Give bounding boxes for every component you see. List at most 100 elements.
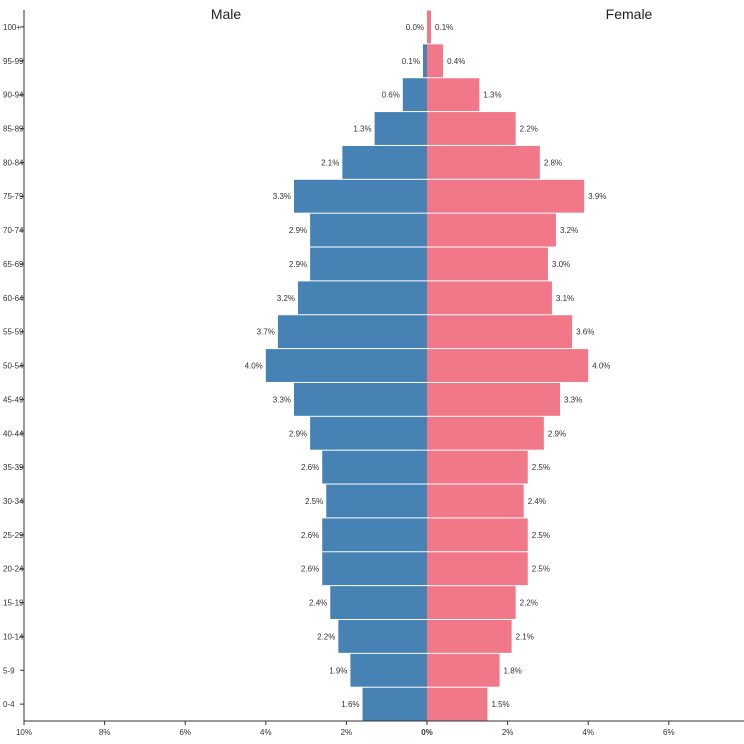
x-tick-label: 2% xyxy=(341,728,353,737)
x-tick-label: 6% xyxy=(663,728,675,737)
female-value-label: 2.4% xyxy=(528,497,546,506)
male-value-label: 2.2% xyxy=(317,632,335,641)
age-group-label: 40-44 xyxy=(3,429,24,438)
female-bar-90-94 xyxy=(427,78,480,112)
age-group-label: 5-9 xyxy=(3,666,15,675)
male-bar-10-14 xyxy=(338,619,427,653)
male-bar-35-39 xyxy=(322,450,427,484)
age-group-label: 75-79 xyxy=(3,192,24,201)
male-bar-45-49 xyxy=(294,382,427,416)
age-group-label: 70-74 xyxy=(3,226,24,235)
male-value-label: 2.1% xyxy=(321,158,339,167)
male-bar-30-34 xyxy=(326,484,427,518)
female-bar-5-9 xyxy=(427,653,500,687)
male-bar-95-99 xyxy=(422,44,427,78)
age-group-label: 25-29 xyxy=(3,531,24,540)
male-bar-70-74 xyxy=(310,213,427,247)
female-bar-60-64 xyxy=(427,281,552,315)
x-tick-label: 6% xyxy=(179,728,191,737)
age-group-label: 100+ xyxy=(3,23,21,32)
age-group-label: 35-39 xyxy=(3,463,24,472)
female-value-label: 3.6% xyxy=(576,328,594,337)
male-bar-25-29 xyxy=(322,518,427,552)
male-value-label: 1.3% xyxy=(353,125,371,134)
x-axis: 10% 8% 6% 4% 2% 0% 2% 4% 6% xyxy=(16,720,744,737)
age-group-label: 20-24 xyxy=(3,565,24,574)
male-value-label: 2.9% xyxy=(289,429,307,438)
female-value-label: 2.9% xyxy=(548,429,566,438)
x-tick-label: 2% xyxy=(502,728,514,737)
male-value-label: 2.6% xyxy=(301,531,319,540)
female-value-label: 3.2% xyxy=(560,226,578,235)
female-value-label: 2.2% xyxy=(520,599,538,608)
female-bar-25-29 xyxy=(427,518,528,552)
male-bar-50-54 xyxy=(265,349,427,382)
age-group-label: 95-99 xyxy=(3,57,24,66)
female-value-label: 2.1% xyxy=(516,632,534,641)
female-bar-20-24 xyxy=(427,552,528,586)
age-group-label: 10-14 xyxy=(3,632,24,641)
age-group-label: 80-84 xyxy=(3,158,24,167)
age-group-label: 90-94 xyxy=(3,91,24,100)
female-bar-80-84 xyxy=(427,145,540,179)
female-value-label: 0.4% xyxy=(447,57,465,66)
male-value-label: 2.6% xyxy=(301,565,319,574)
female-bar-0-4 xyxy=(427,687,488,721)
age-group-label: 0-4 xyxy=(3,700,15,709)
female-bar-85-89 xyxy=(427,112,516,145)
male-header: Male xyxy=(211,6,242,22)
male-value-label: 3.2% xyxy=(277,294,295,303)
bars xyxy=(265,10,589,721)
male-value-label: 1.9% xyxy=(329,666,347,675)
male-bar-80-84 xyxy=(342,145,427,179)
female-value-label: 2.5% xyxy=(532,565,550,574)
female-value-label: 2.2% xyxy=(520,125,538,134)
female-value-label: 1.3% xyxy=(483,91,501,100)
female-bar-100+ xyxy=(427,10,432,44)
female-bar-40-44 xyxy=(427,416,544,450)
age-group-label: 65-69 xyxy=(3,260,24,269)
male-bar-0-4 xyxy=(362,687,427,721)
male-value-label: 0.6% xyxy=(382,91,400,100)
female-value-label: 2.5% xyxy=(532,531,550,540)
male-value-label: 0.1% xyxy=(402,57,420,66)
male-bar-40-44 xyxy=(310,416,427,450)
female-bar-65-69 xyxy=(427,247,548,281)
female-bar-30-34 xyxy=(427,484,524,518)
female-header: Female xyxy=(606,6,653,22)
female-bar-15-19 xyxy=(427,586,516,619)
age-group-label: 60-64 xyxy=(3,294,24,303)
male-bar-90-94 xyxy=(402,78,427,112)
male-value-label: 3.3% xyxy=(273,395,291,404)
male-bar-85-89 xyxy=(374,112,427,145)
male-bar-5-9 xyxy=(350,653,427,687)
male-value-label: 3.7% xyxy=(257,328,275,337)
age-group-label: 55-59 xyxy=(3,328,24,337)
male-value-label: 3.3% xyxy=(273,192,291,201)
male-bar-65-69 xyxy=(310,247,427,281)
age-group-label: 30-34 xyxy=(3,497,24,506)
male-bar-15-19 xyxy=(330,586,427,619)
male-value-label: 2.9% xyxy=(289,226,307,235)
female-value-label: 3.0% xyxy=(552,260,570,269)
female-value-label: 4.0% xyxy=(592,362,610,371)
female-bar-55-59 xyxy=(427,315,573,349)
value-labels: 0.0% 0.1% 0.1% 0.4% 0.6% 1.3% 1.3% 2.2% 2.1% 2.8%… xyxy=(245,23,611,709)
age-group-label: 85-89 xyxy=(3,125,24,134)
female-value-label: 2.8% xyxy=(544,158,562,167)
y-axis: 100+ 95-99 90-94 85-89 80-84 75-79 70-74 65-69 6… xyxy=(3,10,25,721)
female-bar-50-54 xyxy=(427,349,589,382)
female-bar-95-99 xyxy=(427,44,444,78)
female-bar-35-39 xyxy=(427,450,528,484)
x-tick-label: 0% xyxy=(421,728,433,737)
age-group-label: 15-19 xyxy=(3,599,24,608)
x-tick-label: 4% xyxy=(582,728,594,737)
male-value-label: 0.0% xyxy=(406,23,424,32)
female-bar-70-74 xyxy=(427,213,556,247)
male-value-label: 2.9% xyxy=(289,260,307,269)
female-value-label: 2.5% xyxy=(532,463,550,472)
female-value-label: 1.8% xyxy=(504,666,522,675)
male-value-label: 4.0% xyxy=(245,362,263,371)
x-tick-label: 10% xyxy=(16,728,32,737)
